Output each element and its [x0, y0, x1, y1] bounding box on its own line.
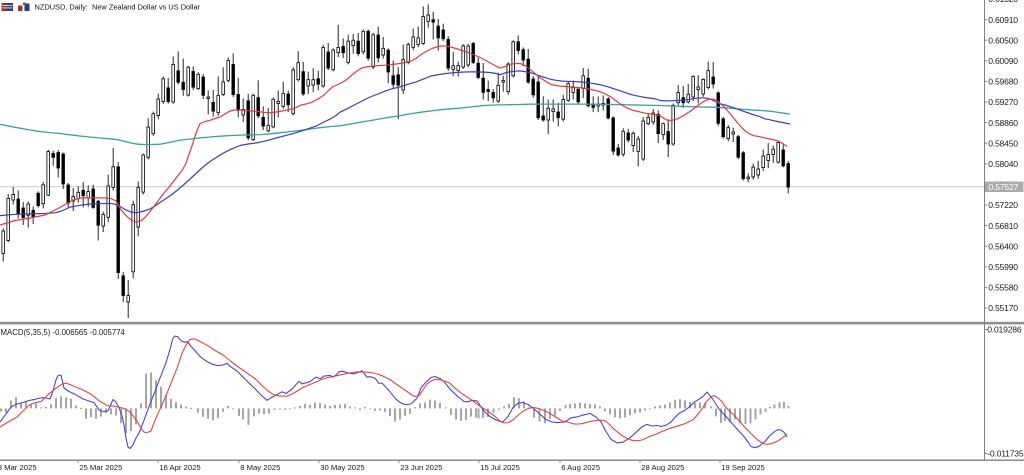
- svg-text:6 Aug 2025: 6 Aug 2025: [561, 463, 600, 472]
- svg-text:0.58860: 0.58860: [988, 118, 1018, 128]
- svg-text:8 May 2025: 8 May 2025: [240, 463, 280, 472]
- svg-text:16 Apr 2025: 16 Apr 2025: [159, 463, 200, 472]
- svg-text:0.57220: 0.57220: [988, 200, 1018, 210]
- svg-text:0.60500: 0.60500: [988, 35, 1018, 45]
- svg-text:MACD(5,35,5) -0.006565 -0.0057: MACD(5,35,5) -0.006565 -0.005774: [1, 328, 126, 337]
- svg-text:28 Aug 2025: 28 Aug 2025: [641, 463, 684, 472]
- svg-text:0.57527: 0.57527: [989, 182, 1019, 192]
- svg-text:0.59270: 0.59270: [988, 97, 1018, 107]
- svg-text:0.59680: 0.59680: [988, 77, 1018, 87]
- svg-text:0.55170: 0.55170: [988, 303, 1018, 313]
- svg-text:0.60910: 0.60910: [988, 15, 1018, 25]
- svg-text:0.61320: 0.61320: [988, 0, 1018, 4]
- svg-text:-0.011735: -0.011735: [987, 449, 1024, 459]
- svg-text:0.55580: 0.55580: [988, 283, 1018, 293]
- svg-text:19 Sep 2025: 19 Sep 2025: [721, 463, 765, 472]
- svg-text:0.55990: 0.55990: [988, 262, 1018, 272]
- svg-text:3 Mar 2025: 3 Mar 2025: [0, 463, 37, 472]
- svg-text:0.56810: 0.56810: [988, 221, 1018, 231]
- svg-text:0.60090: 0.60090: [988, 56, 1018, 66]
- svg-text:15 Jul 2025: 15 Jul 2025: [480, 463, 520, 472]
- svg-text:0.58450: 0.58450: [988, 138, 1018, 148]
- svg-text:25 Mar 2025: 25 Mar 2025: [79, 463, 122, 472]
- svg-text:23 Jun 2025: 23 Jun 2025: [400, 463, 442, 472]
- svg-text:0.58040: 0.58040: [988, 159, 1018, 169]
- svg-text:NZDUSD, Daily: New Zealand Do: NZDUSD, Daily: New Zealand Dollar vs US …: [35, 3, 201, 12]
- svg-text:30 May 2025: 30 May 2025: [320, 463, 364, 472]
- svg-text:0.019286: 0.019286: [987, 325, 1022, 335]
- svg-text:0.56400: 0.56400: [988, 241, 1018, 251]
